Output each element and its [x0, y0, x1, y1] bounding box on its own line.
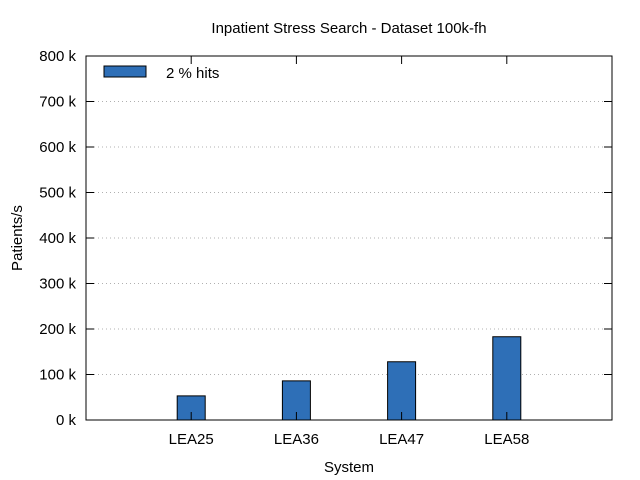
y-tick-label: 200 k [39, 321, 76, 338]
legend-label: 2 % hits [166, 65, 219, 82]
y-tick-label: 400 k [39, 230, 76, 247]
y-tick-label: 700 k [39, 94, 76, 111]
x-tick-label: LEA47 [379, 431, 424, 448]
bar-lea47 [387, 361, 417, 421]
legend: 2 % hits [103, 65, 219, 82]
x-tick-label: LEA25 [169, 431, 214, 448]
y-tick-label: 500 k [39, 185, 76, 202]
legend-swatch [103, 65, 147, 78]
y-tick-label: 100 k [39, 367, 76, 384]
grid-lines [86, 101, 612, 375]
x-axis-label: System [324, 459, 374, 476]
y-tick-label: 600 k [39, 139, 76, 156]
x-tick-label: LEA58 [484, 431, 529, 448]
x-tick-label: LEA36 [274, 431, 319, 448]
y-tick-label: 0 k [56, 412, 77, 429]
plot-frame [85, 55, 613, 421]
bars [176, 336, 522, 421]
bar-lea58 [492, 336, 522, 421]
y-tick-label: 800 k [39, 48, 76, 65]
chart-title: Inpatient Stress Search - Dataset 100k-f… [211, 20, 486, 37]
axis-ticks: 0 k 100 k 200 k 300 k 400 k 500 k 600 k 700 k 80… [39, 48, 612, 448]
y-tick-label: 300 k [39, 276, 76, 293]
y-axis-label: Patients/s [9, 205, 26, 271]
